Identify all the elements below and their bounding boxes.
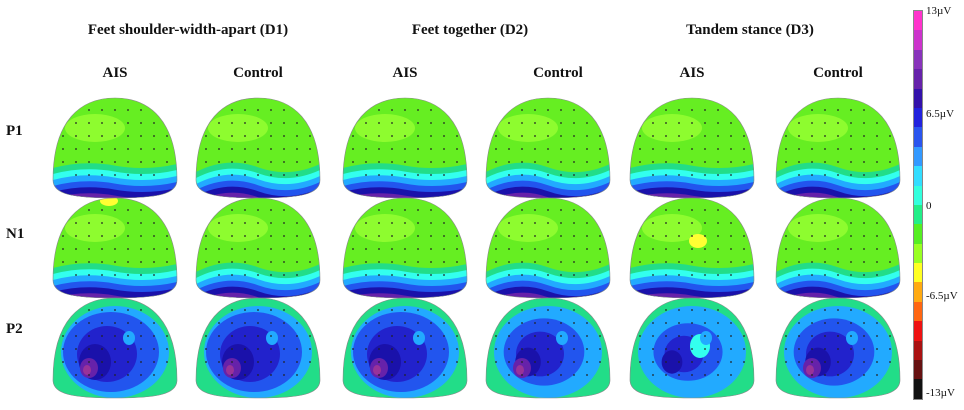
colorbar-segment: [914, 11, 922, 31]
colorbar-segment: [914, 166, 922, 186]
colorbar-segment: [914, 69, 922, 89]
topomap-n1-5: [776, 198, 900, 298]
colorbar-segment: [914, 282, 922, 302]
colorbar-segment: [914, 263, 922, 283]
colorbar-segment: [914, 88, 922, 108]
topomap-n1-2: [343, 198, 467, 298]
topomap-p2-3: [486, 298, 610, 398]
topomap-p1-1: [196, 98, 320, 198]
colorbar-segment: [914, 243, 922, 264]
topomap-p2-4: [630, 298, 754, 398]
topomap-p1-5: [776, 98, 900, 198]
topomap-p2-1: [196, 298, 320, 398]
row-label-n1: N1: [6, 226, 25, 242]
colorbar-segment: [914, 127, 922, 147]
group-header-d2-control: Control: [533, 65, 583, 81]
group-header-d2-ais: AIS: [392, 65, 418, 81]
colorbar-tick-zero: 0: [926, 200, 932, 212]
topomap-p1-4: [630, 98, 754, 198]
group-header-d1-control: Control: [233, 65, 283, 81]
topomap-n1-1: [196, 198, 320, 298]
colorbar-segment: [914, 30, 922, 50]
condition-header-d1: Feet shoulder-width-apart (D1): [87, 22, 289, 38]
row-label-p1: P1: [6, 123, 23, 139]
topomap-p1-3: [486, 98, 610, 198]
row-label-p2: P2: [6, 321, 23, 337]
group-header-d3-control: Control: [813, 65, 863, 81]
topomap-n1-4: [630, 198, 754, 298]
topomap-p2-5: [776, 298, 900, 398]
colorbar-segment: [914, 224, 922, 244]
condition-header-d3: Tandem stance (D3): [686, 22, 814, 38]
colorbar-tick-low: -6.5µV: [926, 290, 958, 302]
colorbar-segment: [914, 146, 922, 167]
colorbar-segment: [914, 301, 922, 322]
colorbar-tick-max: 13µV: [926, 5, 952, 17]
topomap-p2-2: [343, 298, 467, 398]
colorbar-tick-min: -13µV: [926, 387, 955, 399]
topomap-n1-0: [53, 198, 177, 298]
topomap-p1-0: [53, 98, 177, 198]
group-header-d1-ais: AIS: [102, 65, 128, 81]
group-header-d3-ais: AIS: [679, 65, 705, 81]
condition-header-d2: Feet together (D2): [411, 22, 529, 38]
colorbar-segment: [914, 340, 922, 361]
colorbar-tick-high: 6.5µV: [926, 108, 955, 120]
topomap-p1-2: [343, 98, 467, 198]
colorbar-segment: [914, 185, 922, 205]
topomap-p2-0: [53, 298, 177, 398]
colorbar-segment: [914, 321, 922, 341]
colorbar-segment: [914, 107, 922, 128]
colorbar-segment: [914, 379, 922, 399]
topomap-n1-3: [486, 198, 610, 298]
colorbar-segment: [914, 49, 922, 70]
colorbar: [913, 10, 923, 400]
colorbar-segment: [914, 204, 922, 225]
colorbar-segment: [914, 360, 922, 380]
